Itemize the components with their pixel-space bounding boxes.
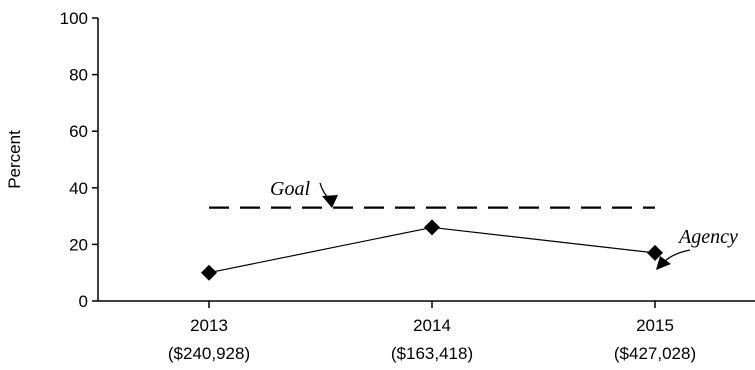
y-axis-ticks: 0 20 40 60 80 100 <box>60 9 98 311</box>
axes: Percent <box>5 18 755 302</box>
y-tick-label: 100 <box>60 9 88 28</box>
annotations: Goal Agency <box>270 178 738 270</box>
y-tick-label: 80 <box>69 66 88 85</box>
agency-annotation: Agency <box>677 226 738 248</box>
y-tick-label: 0 <box>79 292 88 311</box>
agency-arrow-stem <box>663 249 691 263</box>
agency-series <box>201 219 663 281</box>
x-tick-amount: ($240,928) <box>168 344 250 363</box>
x-tick-amount: ($427,028) <box>614 344 696 363</box>
y-tick-label: 20 <box>69 235 88 254</box>
goal-arrowhead <box>322 195 338 208</box>
y-tick-label: 60 <box>69 122 88 141</box>
agency-arrowhead <box>656 256 671 270</box>
agency-point <box>201 264 217 281</box>
agency-point <box>647 244 663 261</box>
x-axis-ticks: 2013 ($240,928) 2014 ($163,418) 2015 ($427,02… <box>168 301 696 363</box>
x-tick-year: 2015 <box>636 316 674 335</box>
y-tick-label: 40 <box>69 179 88 198</box>
x-tick-year: 2014 <box>413 316 451 335</box>
x-tick-amount: ($163,418) <box>391 344 473 363</box>
x-tick-year: 2013 <box>190 316 228 335</box>
agency-point <box>424 219 440 236</box>
y-axis-title: Percent <box>5 130 24 189</box>
goal-annotation: Goal <box>270 178 310 200</box>
